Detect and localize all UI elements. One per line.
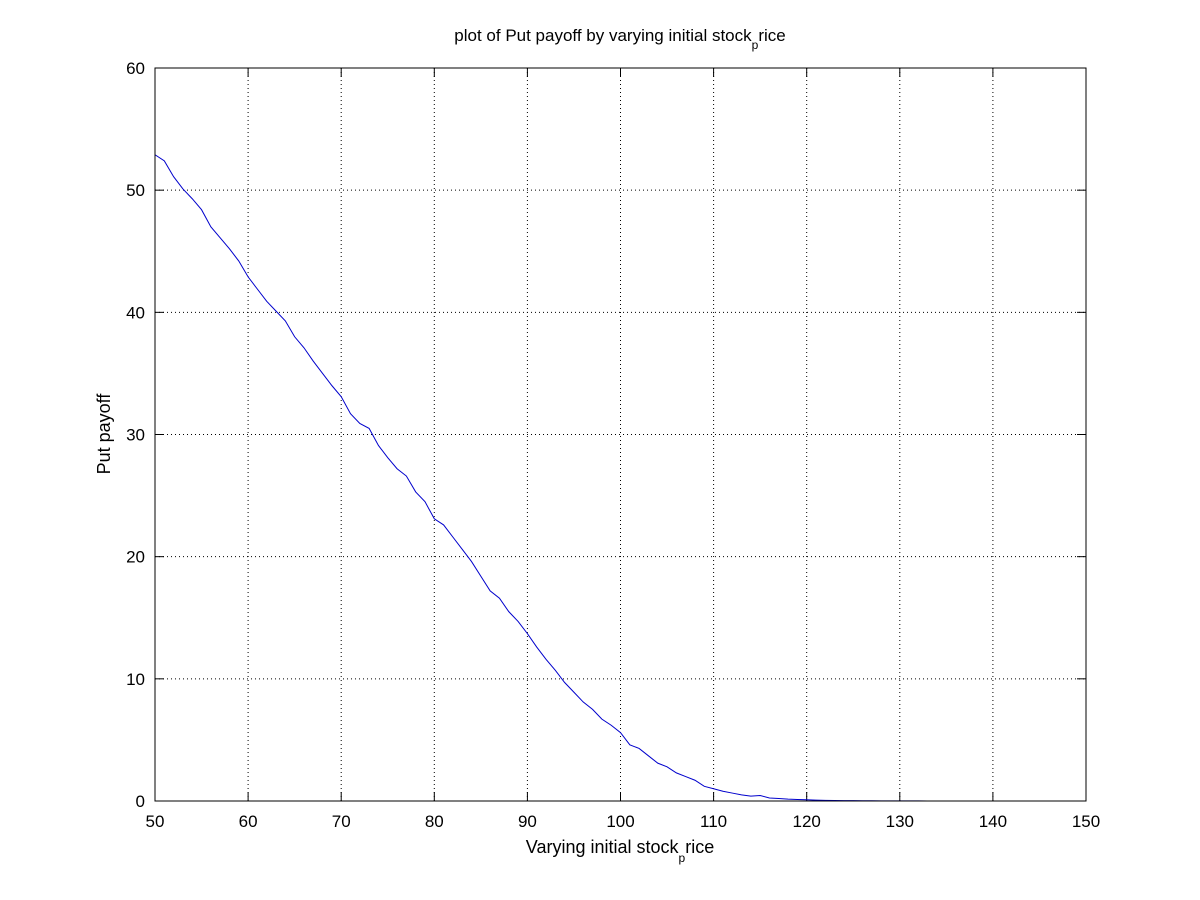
x-axis-label: Varying initial stockprice: [526, 837, 714, 865]
tick-labels: 50 60 70 80 90 100 110 120 130 140 150 0 10 20 30 40 50 6…: [126, 59, 1100, 831]
x-tick-label: 120: [793, 812, 821, 831]
plot-frame: [154, 67, 1087, 802]
x-tick-label: 130: [886, 812, 914, 831]
y-axis-label: Put payoff: [94, 393, 114, 475]
y-tick-label: 20: [126, 548, 145, 567]
y-tick-label: 50: [126, 181, 145, 200]
series-line: [154, 154, 951, 802]
x-tick-label: 90: [518, 812, 537, 831]
x-tick-label: 110: [700, 812, 727, 831]
x-tick-label: 150: [1072, 812, 1100, 831]
chart-title: plot of Put payoff by varying initial st…: [454, 26, 785, 52]
y-tick-label: 30: [126, 426, 145, 445]
x-tick-label: 80: [425, 812, 444, 831]
y-tick-label: 0: [136, 792, 145, 811]
y-tick-label: 10: [126, 670, 145, 689]
y-tick-label: 60: [126, 59, 145, 78]
plot-background: [155, 68, 1086, 801]
y-tick-label: 40: [126, 303, 145, 322]
x-tick-label: 140: [979, 812, 1007, 831]
x-tick-label: 50: [146, 812, 165, 831]
x-tick-label: 70: [332, 812, 351, 831]
x-tick-label: 100: [606, 812, 634, 831]
x-tick-label: 60: [239, 812, 258, 831]
